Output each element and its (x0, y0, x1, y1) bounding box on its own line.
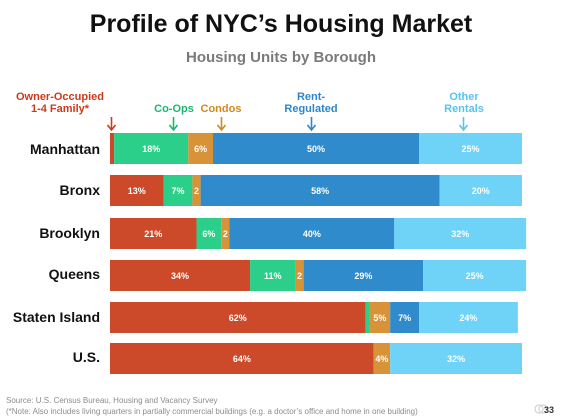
bar-manhattan-rent (213, 133, 419, 164)
bar-bronx-rent (200, 175, 440, 206)
bar-staten-island-other (419, 302, 518, 333)
bar-label-queens-condos: 2 (297, 271, 302, 281)
legend-other-line1: Other (449, 91, 479, 103)
legend-condos-line1: Condos (200, 103, 242, 115)
bar-label-queens-owner: 34% (171, 271, 189, 281)
bar-manhattan-coops (114, 133, 189, 164)
legend-rent-regulated: Rent- Regulated (276, 91, 346, 115)
logo-icon (534, 404, 548, 414)
page-title: Profile of NYC’s Housing Market (89, 10, 473, 38)
bar-label-u-s-owner: 64% (233, 354, 251, 364)
row-label-brooklyn: Brooklyn (39, 225, 100, 241)
bar-bronx-other (439, 175, 522, 206)
bar-label-bronx-other: 20% (472, 186, 490, 196)
bar-label-bronx-rent: 58% (311, 186, 329, 196)
bar-queens-owner (110, 260, 251, 291)
bar-manhattan-other (419, 133, 522, 164)
bar-manhattan-owner (110, 133, 115, 164)
row-label-staten-island: Staten Island (12, 309, 100, 325)
legend-other-line2: Rentals (444, 103, 484, 115)
bar-label-queens-other: 25% (466, 271, 484, 281)
bar-label-staten-island-condos: 5% (373, 313, 386, 323)
bar-label-brooklyn-owner: 21% (144, 229, 162, 239)
bar-staten-island-condos (369, 302, 391, 333)
bar-label-brooklyn-rent: 40% (303, 229, 321, 239)
arrow-down-icon-coops (168, 117, 179, 132)
arrow-other-head (458, 124, 469, 132)
bar-brooklyn-owner (110, 218, 197, 249)
bar-bronx-coops (163, 175, 193, 206)
arrow-rent-head (306, 124, 317, 132)
bar-label-u-s-other: 32% (447, 354, 465, 364)
bar-queens-rent (303, 260, 424, 291)
bar-brooklyn-other (394, 218, 527, 249)
bar-label-manhattan-other: 25% (461, 144, 479, 154)
legend-owner-occupied: Owner-Occupied 1-4 Family* (4, 91, 116, 115)
bar-label-queens-coops: 11% (264, 271, 282, 281)
legend-rent-line2: Regulated (284, 103, 338, 115)
row-label-bronx: Bronx (59, 182, 100, 198)
row-label-queens: Queens (48, 266, 100, 282)
legend-other-rentals: Other Rentals (434, 91, 494, 115)
bar-label-brooklyn-other: 32% (451, 229, 469, 239)
footnote: (*Note: Also includes living quarters in… (6, 407, 418, 416)
arrow-owner-head (106, 124, 117, 132)
bar-bronx-condos (192, 175, 201, 206)
bar-label-bronx-owner: 13% (128, 186, 146, 196)
bar-label-bronx-condos: 2 (194, 186, 199, 196)
bar-queens-other (423, 260, 527, 291)
arrow-down-icon-owner (106, 117, 117, 132)
bar-bronx-owner (110, 175, 164, 206)
legend-coops: Co-Ops (144, 103, 204, 115)
bar-label-manhattan-coops: 18% (142, 144, 160, 154)
chart-subtitle: Housing Units by Borough (186, 49, 376, 66)
arrow-coops-head (168, 124, 179, 132)
page-number: 33 (543, 405, 554, 415)
legend-coops-line1: Co-Ops (154, 103, 194, 115)
arrow-condos-head (216, 124, 227, 132)
row-label-us: U.S. (72, 349, 100, 365)
legend-owner-line2: 1-4 Family* (30, 103, 90, 115)
bar-label-brooklyn-coops: 6% (202, 229, 215, 239)
bar-manhattan-condos (188, 133, 213, 164)
bar-label-staten-island-other: 24% (459, 313, 477, 323)
legend-condos: Condos (196, 103, 246, 115)
bar-queens-condos (295, 260, 304, 291)
bar-brooklyn-rent (229, 218, 395, 249)
arrow-down-icon-condos (216, 117, 227, 132)
bar-label-brooklyn-condos: 2 (223, 229, 228, 239)
bar-u-s-other (390, 343, 522, 374)
arrow-down-icon-other-rentals (458, 117, 469, 132)
bar-brooklyn-coops (196, 218, 222, 249)
bar-label-bronx-coops: 7% (171, 186, 184, 196)
legend-owner-line1: Owner-Occupied (15, 91, 105, 103)
arrow-down-icon-rent-regulated (306, 117, 317, 132)
bar-label-manhattan-condos: 6% (194, 144, 207, 154)
bar-label-queens-rent: 29% (354, 271, 372, 281)
bar-label-staten-island-rent: 7% (398, 313, 411, 323)
source-note: Source: U.S. Census Bureau, Housing and … (6, 396, 218, 405)
bar-u-s-owner (110, 343, 374, 374)
bar-u-s-condos (373, 343, 391, 374)
bar-label-staten-island-owner: 62% (229, 313, 247, 323)
row-label-manhattan: Manhattan (30, 141, 100, 157)
bar-staten-island-owner (110, 302, 366, 333)
bar-queens-coops (250, 260, 296, 291)
bar-label-u-s-condos: 4% (375, 354, 388, 364)
bar-brooklyn-condos (221, 218, 230, 249)
legend-rent-line1: Rent- (296, 91, 326, 103)
bar-label-manhattan-rent: 50% (307, 144, 325, 154)
bar-staten-island-rent (390, 302, 419, 333)
bar-staten-island-coops (365, 302, 370, 333)
